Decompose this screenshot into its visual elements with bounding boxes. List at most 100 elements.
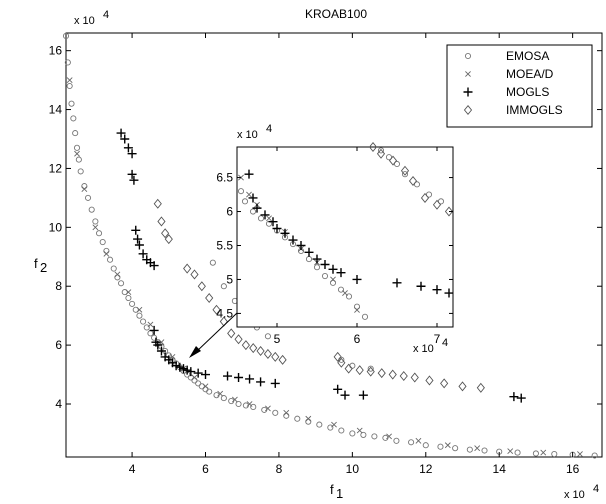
moea-d-point	[415, 437, 422, 444]
inset-mogls-point	[444, 288, 454, 298]
inset-mogls-point	[328, 264, 338, 274]
mogls-point	[120, 134, 130, 144]
moea-d-point	[540, 449, 547, 456]
inset-x-tick-label: 6	[354, 332, 361, 346]
inset-emosa-point	[237, 188, 245, 195]
immogls-point	[344, 363, 353, 374]
inset-emosa-point	[329, 279, 337, 286]
moea-d-point	[147, 321, 154, 328]
inset-emosa-point	[401, 171, 409, 178]
svg-text:4: 4	[266, 123, 272, 135]
y-tick-label: 8	[55, 279, 62, 293]
moea-d-point	[114, 271, 121, 278]
x-tick-label: 16	[566, 462, 580, 476]
legend-immogls-marker	[463, 104, 473, 116]
emosa-point	[327, 424, 334, 431]
immogls-point	[263, 348, 272, 359]
immogls-point	[164, 234, 173, 245]
moea-d-point	[386, 433, 392, 440]
y-axis-label: f 2	[34, 256, 47, 275]
inset-y-tick-label: 4.5	[216, 306, 233, 320]
inset-emosa-point	[345, 293, 353, 300]
inset-immogls-point	[368, 141, 378, 153]
inset-mogls-point	[336, 268, 346, 278]
moea-d-point	[246, 401, 253, 407]
emosa-point	[70, 115, 77, 122]
inset-emosa-point	[257, 215, 265, 222]
svg-text:x 10: x 10	[564, 489, 585, 501]
emosa-point	[220, 283, 227, 290]
mogls-point	[138, 249, 148, 259]
mogls-point	[340, 390, 350, 400]
emosa-point	[136, 312, 143, 319]
inset-emosa-point	[337, 286, 345, 293]
inset-mogls-point	[260, 210, 270, 220]
mogls-point	[131, 225, 141, 235]
immogls-point	[278, 354, 287, 365]
moea-d-point	[444, 442, 451, 449]
legend-box	[446, 44, 593, 128]
inset-emosa-point	[313, 264, 321, 271]
emosa-point	[75, 156, 82, 163]
inset-emosa-point	[385, 154, 393, 161]
inset-mogls-point	[296, 240, 306, 250]
inset-mogls-point	[392, 278, 402, 288]
emosa-point	[220, 395, 227, 402]
mogls-point	[509, 392, 519, 402]
emosa-point	[140, 318, 147, 325]
moea-d-point	[356, 427, 363, 434]
immogls-point	[241, 340, 250, 351]
immogls-point	[377, 368, 386, 379]
svg-text:f: f	[330, 482, 334, 497]
immogls-point	[183, 263, 192, 274]
emosa-point	[532, 450, 539, 457]
moea-d-point	[191, 374, 198, 381]
inset-mogls-point	[244, 169, 254, 179]
emosa-point	[143, 324, 150, 331]
mogls-point	[127, 169, 137, 179]
emosa-point	[360, 431, 367, 438]
y-tick-label: 14	[49, 103, 63, 117]
main-plot-marks	[62, 32, 598, 459]
inset-moea-d-point	[354, 307, 360, 313]
inset-emosa-point	[377, 147, 385, 154]
immogls-point	[388, 369, 397, 380]
inset-y-tick-label: 6	[226, 205, 233, 219]
emosa-point	[125, 294, 132, 302]
emosa-point	[338, 427, 345, 434]
mogls-point	[134, 240, 144, 250]
mogls-point	[270, 378, 280, 388]
moea-d-point	[507, 448, 514, 455]
inset-emosa-point	[249, 208, 257, 215]
emosa-point	[110, 265, 117, 272]
inset-plot-marks	[237, 141, 454, 320]
emosa-point	[88, 206, 95, 213]
inset-mogls-point	[248, 193, 258, 203]
svg-text:x 10: x 10	[413, 343, 434, 355]
emosa-point	[294, 415, 301, 422]
emosa-point	[316, 421, 323, 428]
svg-text:f: f	[34, 256, 38, 271]
inset-moea-d-point	[330, 276, 336, 283]
mogls-point	[256, 377, 266, 387]
moea-d-point	[136, 306, 143, 313]
inset-emosa-point	[413, 181, 421, 188]
emosa-point	[151, 334, 158, 341]
immogls-point	[212, 304, 221, 315]
plot-frame	[65, 32, 603, 458]
inset-y-tick-label: 5.5	[216, 238, 233, 252]
mogls-point	[123, 143, 133, 153]
y-tick-label: 4	[55, 397, 62, 411]
mogls-point	[149, 325, 159, 335]
svg-text:2: 2	[40, 260, 47, 275]
inset-y-tick-label: 5	[226, 272, 233, 286]
inset-mogls-point	[272, 224, 282, 234]
inset-mogls-point	[288, 235, 298, 245]
mogls-point	[116, 128, 126, 138]
inset-mogls-point	[416, 281, 426, 291]
legend-immogls-label: IMMOGLS	[506, 103, 563, 117]
inset-y-tick-label: 6.5	[216, 171, 233, 185]
mogls-point	[516, 393, 526, 403]
immogls-point	[205, 292, 214, 304]
inset-group: 5 6 7 4.5 5 5.5 6 6.5 x 10 4 x 10 4	[216, 123, 454, 355]
